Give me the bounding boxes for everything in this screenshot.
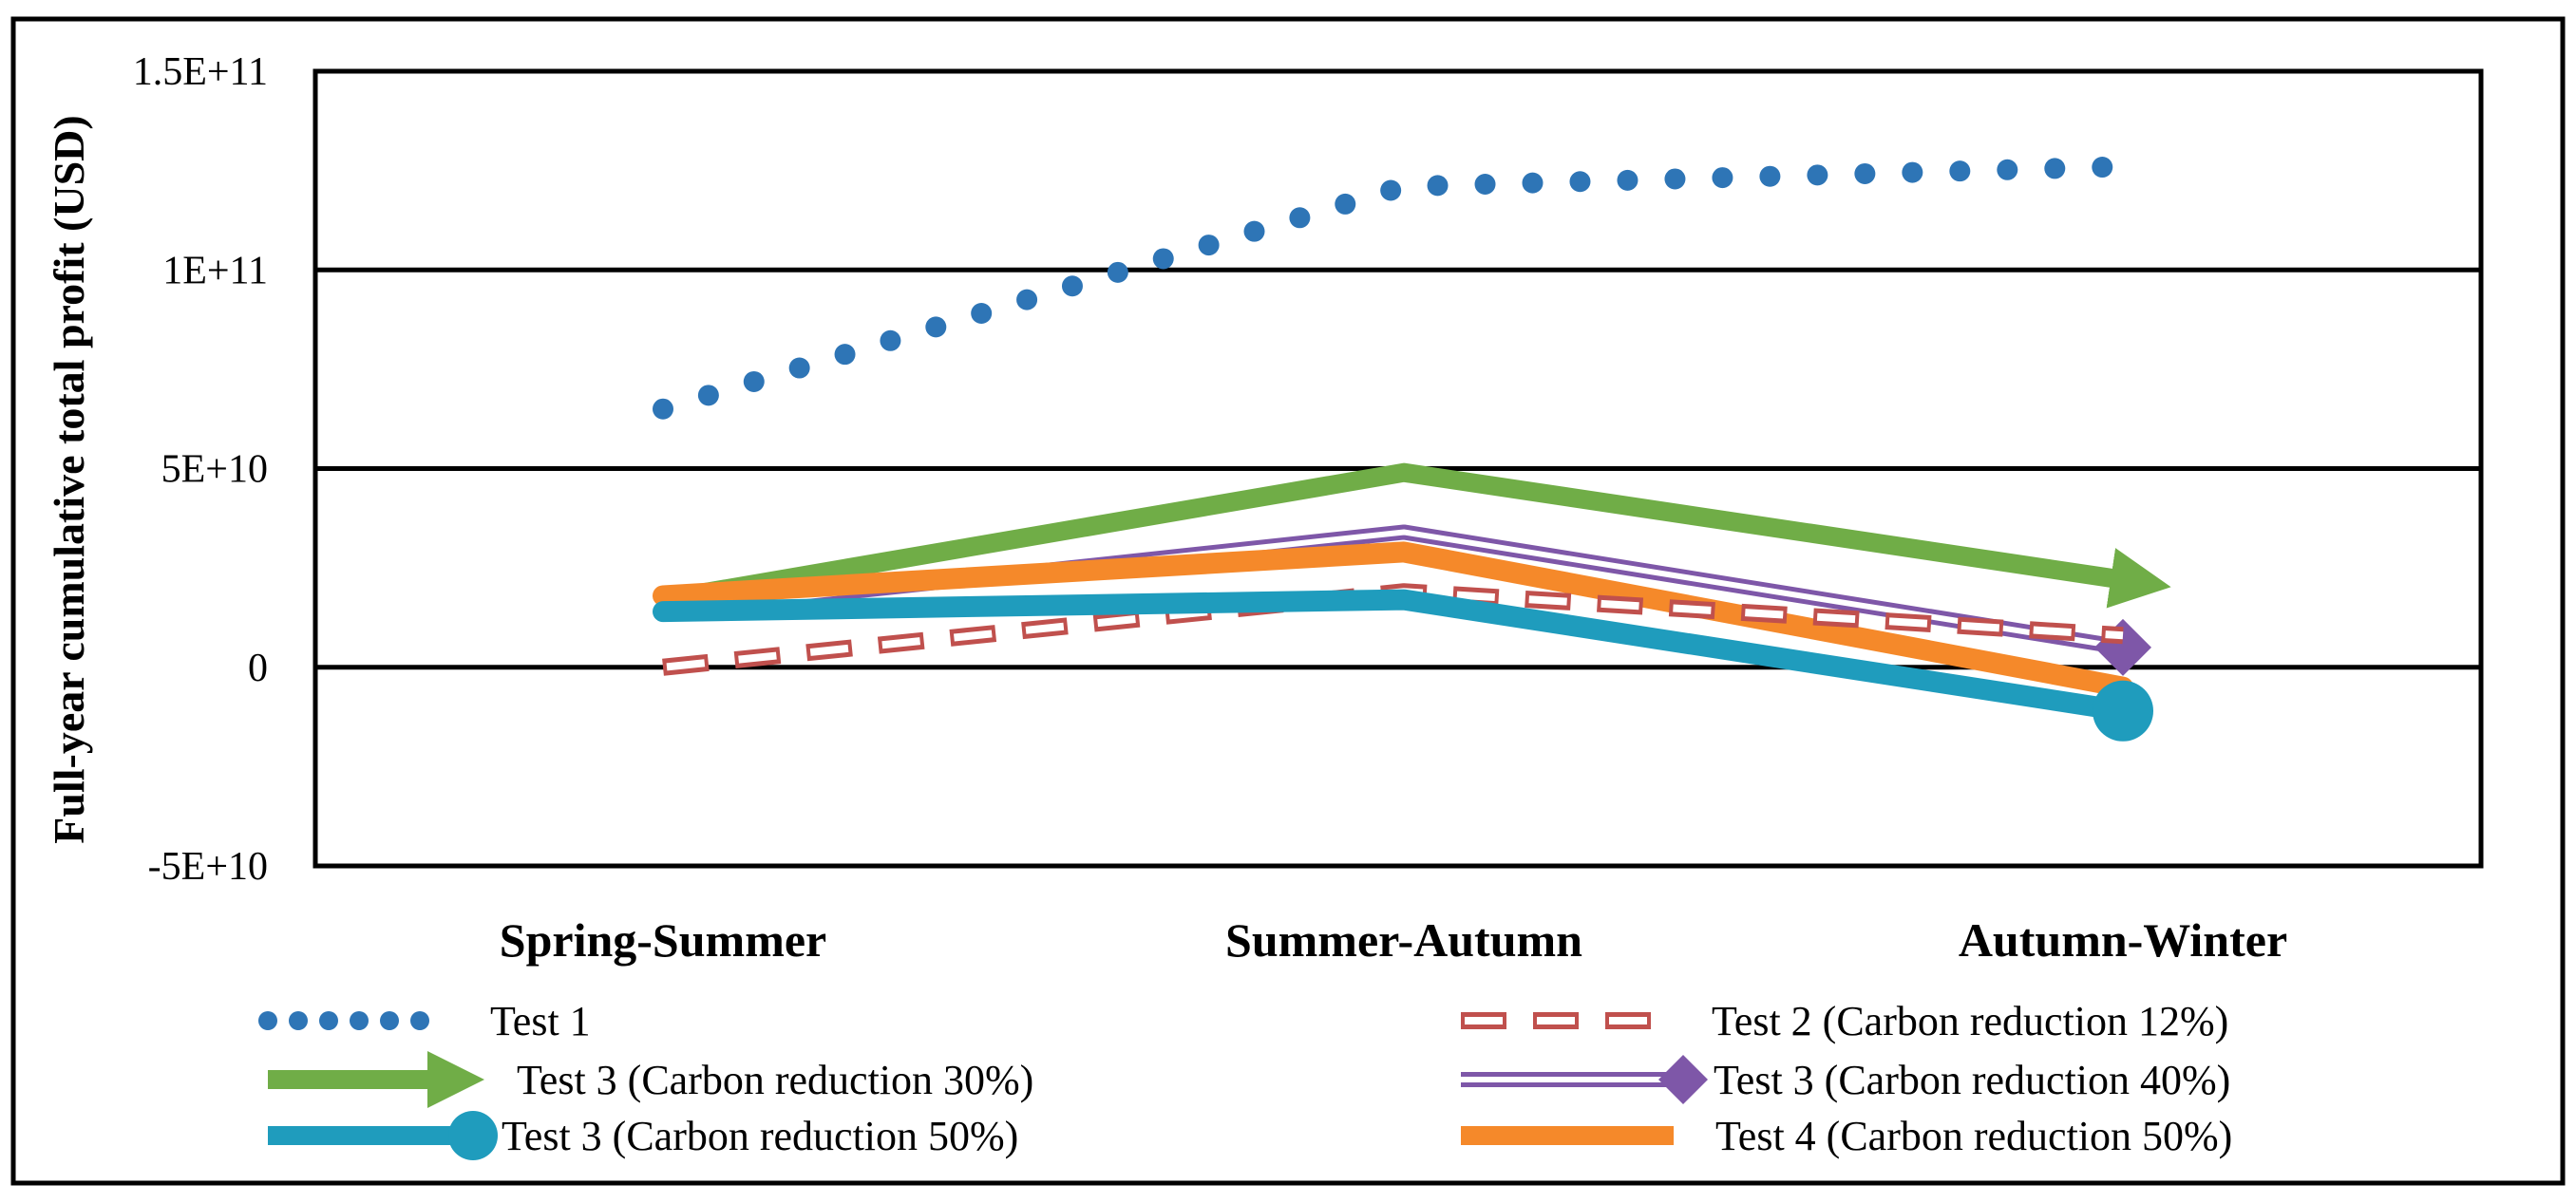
legend-label: Test 3 (Carbon reduction 40%) <box>1714 1057 2230 1103</box>
y-tick-label: 0 <box>248 647 268 690</box>
x-category-label: Summer-Autumn <box>1225 913 1582 967</box>
x-category-label: Spring-Summer <box>500 913 826 967</box>
legend-label: Test 1 <box>490 998 591 1044</box>
y-axis-label: Full-year cumulative total profit (USD) <box>45 115 93 843</box>
y-tick-label: 1E+11 <box>162 249 268 292</box>
x-axis-categories: Spring-Summer Summer-Autumn Autumn-Winter <box>500 913 2287 967</box>
legend-label: Test 3 (Carbon reduction 30%) <box>517 1057 1033 1103</box>
legend-label: Test 3 (Carbon reduction 50%) <box>502 1113 1018 1159</box>
legend-circle-marker <box>448 1111 498 1160</box>
circle-marker <box>2093 681 2153 742</box>
y-tick-label: 1.5E+11 <box>133 50 268 94</box>
y-tick-label: 5E+10 <box>161 448 268 492</box>
legend-label: Test 4 (Carbon reduction 50%) <box>1715 1113 2232 1159</box>
legend-label: Test 2 (Carbon reduction 12%) <box>1712 998 2228 1044</box>
y-tick-label: -5E+10 <box>148 845 268 889</box>
x-category-label: Autumn-Winter <box>1959 913 2287 967</box>
